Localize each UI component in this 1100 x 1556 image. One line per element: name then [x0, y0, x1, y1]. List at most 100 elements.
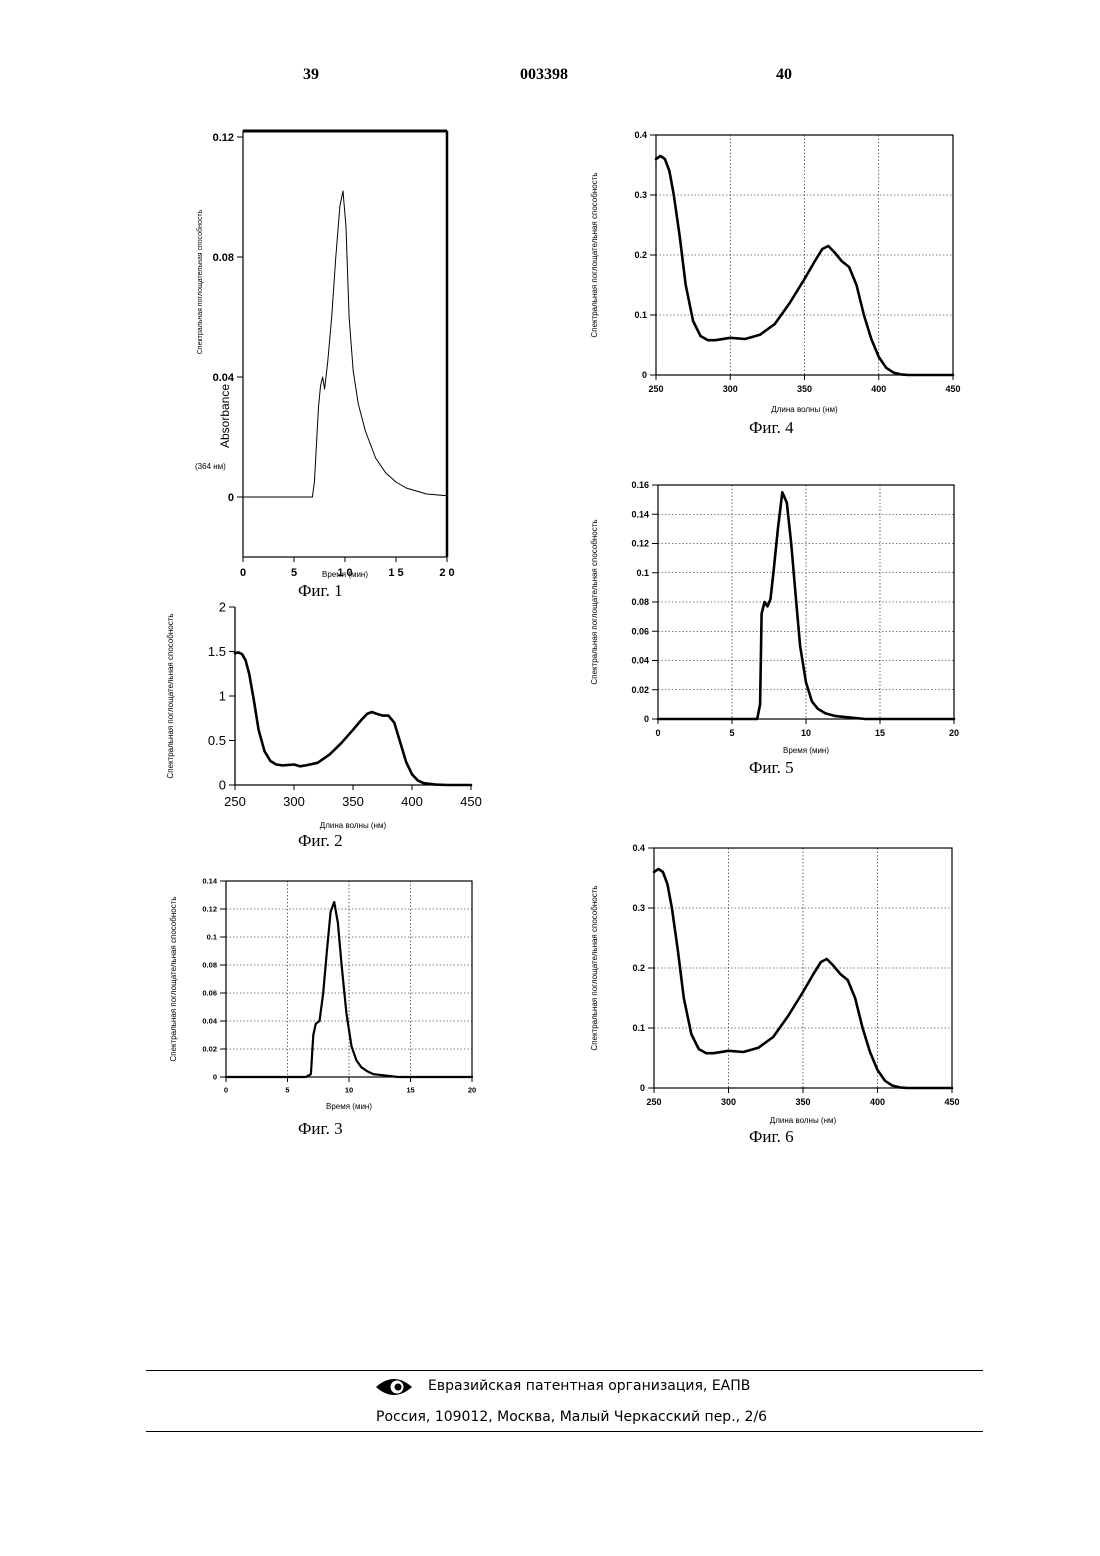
x-tick-label: 250 — [648, 384, 663, 394]
data-line — [235, 652, 471, 785]
x-tick-label: 400 — [401, 794, 423, 809]
y-tick-label: 0.04 — [202, 1017, 217, 1026]
figure-4-chart: 00.10.20.30.4250300350400450Длина волны … — [580, 125, 980, 420]
y-tick-label: 1 — [219, 689, 226, 704]
figure-3-chart: 0 0.02 0.04 0.06 0.08 0.1 0.12 0.14 0 5 10 15 20 Врем… — [160, 870, 490, 1120]
figure-5-caption: Фиг. 5 — [749, 758, 794, 778]
x-tick-label: 5 — [729, 728, 734, 738]
y-tick-label: 0.3 — [632, 903, 645, 913]
x-tick-label: 0 — [240, 567, 246, 579]
figure-2-caption: Фиг. 2 — [298, 831, 343, 851]
x-tick-label: 0 — [655, 728, 660, 738]
y-tick-label: 0.2 — [632, 963, 645, 973]
y-tick-label: 0.1 — [634, 310, 647, 320]
y-tick-label: 0 — [640, 1083, 645, 1093]
y-tick-label: 0.12 — [631, 539, 649, 549]
y-axis-label: Спектральная поглощательная способность — [169, 896, 178, 1061]
x-tick-label: 350 — [797, 384, 812, 394]
x-tick-label: 400 — [870, 1097, 885, 1107]
x-tick-label: 300 — [283, 794, 305, 809]
y-tick-label: 0 — [644, 714, 649, 724]
y-axis-label: Спектральная поглощательная способность — [196, 209, 204, 354]
y-tick-label: 0 — [219, 778, 226, 793]
x-axis-label: Время (мин) — [783, 746, 829, 755]
y-tick-label: 0.06 — [202, 989, 217, 998]
x-tick-label: 300 — [721, 1097, 736, 1107]
y-tick-label: 0.4 — [632, 843, 645, 853]
data-line — [658, 492, 954, 719]
footer-bottom-rule — [146, 1431, 983, 1432]
y-tick-label: 0 — [228, 492, 234, 504]
x-tick-label: 450 — [460, 794, 482, 809]
y-tick-label: 0.5 — [208, 733, 226, 748]
footer-organization: Евразийская патентная организация, ЕАПВ — [428, 1378, 750, 1394]
y-tick-label: 0.08 — [213, 252, 234, 264]
x-tick-label: 450 — [944, 1097, 959, 1107]
y-tick-label: 0 — [642, 370, 647, 380]
x-tick-label: 20 — [468, 1086, 476, 1095]
x-tick-label: 0 — [224, 1086, 228, 1095]
page-number-left: 39 — [303, 66, 319, 84]
figure-1-chart: 00.040.080.12051 01 52 0Время (мин)Спект… — [150, 120, 480, 590]
y-tick-label: 0.3 — [634, 190, 647, 200]
x-tick-label: 15 — [406, 1086, 414, 1095]
x-tick-label: 20 — [949, 728, 959, 738]
page-number-right: 40 — [776, 66, 792, 84]
x-tick-label: 10 — [801, 728, 811, 738]
y-tick-label: 0.1 — [632, 1023, 645, 1033]
y-tick-label: 0.12 — [202, 905, 217, 914]
x-tick-label: 300 — [723, 384, 738, 394]
data-line — [243, 191, 447, 497]
y-axis-label-wavelength: (364 нм) — [195, 462, 226, 471]
figure-6-caption: Фиг. 6 — [749, 1127, 794, 1147]
y-axis-label: Спектральная поглощательная способность — [590, 172, 599, 337]
y-tick-label: 0.1 — [207, 933, 217, 942]
x-tick-label: 1 5 — [388, 567, 403, 579]
y-axis-label-absorbance: Absorbance — [218, 384, 232, 448]
y-tick-label: 0.14 — [631, 509, 649, 519]
y-tick-label: 0.08 — [631, 597, 649, 607]
footer-address: Россия, 109012, Москва, Малый Черкасский… — [376, 1409, 767, 1425]
figure-2-chart: 0 0.5 1 1.5 2 250 300 350 400 450 Длина волны (нм)… — [150, 595, 495, 835]
y-tick-label: 0.04 — [631, 656, 649, 666]
y-axis-label: Спектральная поглощательная способность — [166, 613, 175, 778]
x-tick-label: 250 — [224, 794, 246, 809]
y-tick-label: 0.12 — [213, 132, 234, 144]
y-tick-label: 0.02 — [202, 1045, 217, 1054]
x-axis-label: Время (мин) — [322, 570, 368, 579]
y-axis-label: Спектральная поглощательная способность — [590, 885, 599, 1050]
x-tick-label: 5 — [291, 567, 297, 579]
x-axis-label: Длина волны (нм) — [770, 1116, 837, 1125]
y-tick-label: 2 — [219, 600, 226, 615]
y-tick-label: 0.2 — [634, 250, 647, 260]
x-tick-label: 350 — [795, 1097, 810, 1107]
x-tick-label: 5 — [285, 1086, 289, 1095]
x-tick-label: 15 — [875, 728, 885, 738]
y-tick-label: 0.16 — [631, 480, 649, 490]
x-axis-label: Длина волны (нм) — [320, 821, 387, 830]
x-axis-label: Время (мин) — [326, 1102, 372, 1111]
x-tick-label: 10 — [345, 1086, 353, 1095]
document-number: 003398 — [520, 66, 568, 84]
x-tick-label: 450 — [945, 384, 960, 394]
x-tick-label: 250 — [646, 1097, 661, 1107]
figure-5-chart: 00.020.040.060.080.10.120.140.1605101520… — [580, 475, 980, 760]
y-tick-label: 0.1 — [636, 568, 649, 578]
y-tick-label: 0.14 — [202, 877, 217, 886]
y-axis-label: Спектральная поглощательная способность — [590, 519, 599, 684]
x-axis-label: Длина волны (нм) — [771, 405, 838, 414]
y-tick-label: 0.02 — [631, 685, 649, 695]
figure-4-caption: Фиг. 4 — [749, 418, 794, 438]
y-tick-label: 1.5 — [208, 644, 226, 659]
eapo-logo-icon — [374, 1375, 414, 1399]
figure-6-chart: 0 0.1 0.2 0.3 0.4 250 300 350 400 450 Длина волны … — [580, 838, 980, 1130]
plot-frame — [243, 131, 447, 557]
x-tick-label: 350 — [342, 794, 364, 809]
footer-top-rule — [146, 1370, 983, 1371]
y-tick-label: 0 — [213, 1073, 217, 1082]
x-tick-label: 2 0 — [439, 567, 454, 579]
y-tick-label: 0.08 — [202, 961, 217, 970]
y-tick-label: 0.4 — [634, 130, 647, 140]
y-tick-label: 0.04 — [213, 372, 235, 384]
figure-3-caption: Фиг. 3 — [298, 1119, 343, 1139]
